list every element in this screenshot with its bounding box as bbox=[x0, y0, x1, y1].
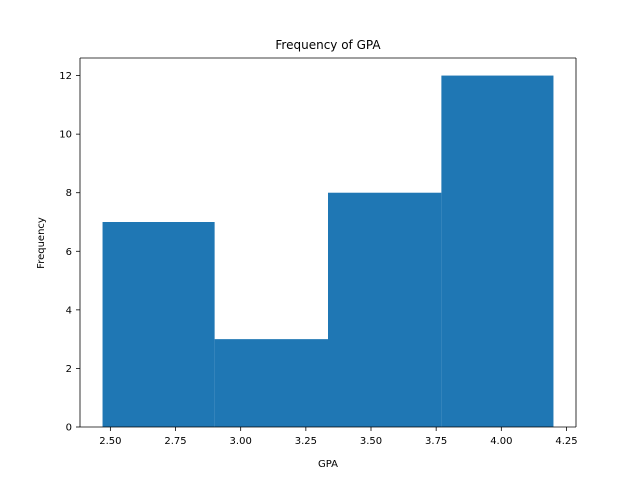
x-tick-label: 4.00 bbox=[490, 436, 512, 447]
y-tick-label: 8 bbox=[66, 188, 72, 199]
chart-title: Frequency of GPA bbox=[275, 38, 381, 52]
y-axis-title: Frequency bbox=[36, 217, 47, 269]
histogram-bar-4 bbox=[441, 75, 554, 428]
x-axis-title: GPA bbox=[318, 459, 338, 470]
bars-layer bbox=[102, 75, 554, 428]
y-tick-label: 6 bbox=[66, 247, 72, 258]
y-tick-label: 4 bbox=[66, 305, 72, 316]
histogram-bar-2 bbox=[214, 339, 328, 427]
histogram-bar-3 bbox=[328, 192, 442, 427]
histogram-bar-1 bbox=[102, 222, 215, 427]
x-tick-label: 3.25 bbox=[295, 436, 317, 447]
y-tick-label: 2 bbox=[66, 364, 72, 375]
axes-layer: 2.50 2.75 3.00 3.25 3.50 3.75 4.00 4.25 0 2 4 6 8 10 1… bbox=[59, 57, 578, 447]
x-tick-label: 3.75 bbox=[425, 436, 447, 447]
x-tick-label: 2.75 bbox=[164, 436, 186, 447]
y-tick-label: 0 bbox=[66, 423, 72, 434]
x-tick-label: 3.50 bbox=[360, 436, 382, 447]
x-tick-label: 4.25 bbox=[555, 436, 577, 447]
y-tick-label: 10 bbox=[59, 130, 72, 141]
y-tick-label: 12 bbox=[59, 71, 72, 82]
x-tick-label: 2.50 bbox=[99, 436, 121, 447]
x-tick-label: 3.00 bbox=[230, 436, 252, 447]
